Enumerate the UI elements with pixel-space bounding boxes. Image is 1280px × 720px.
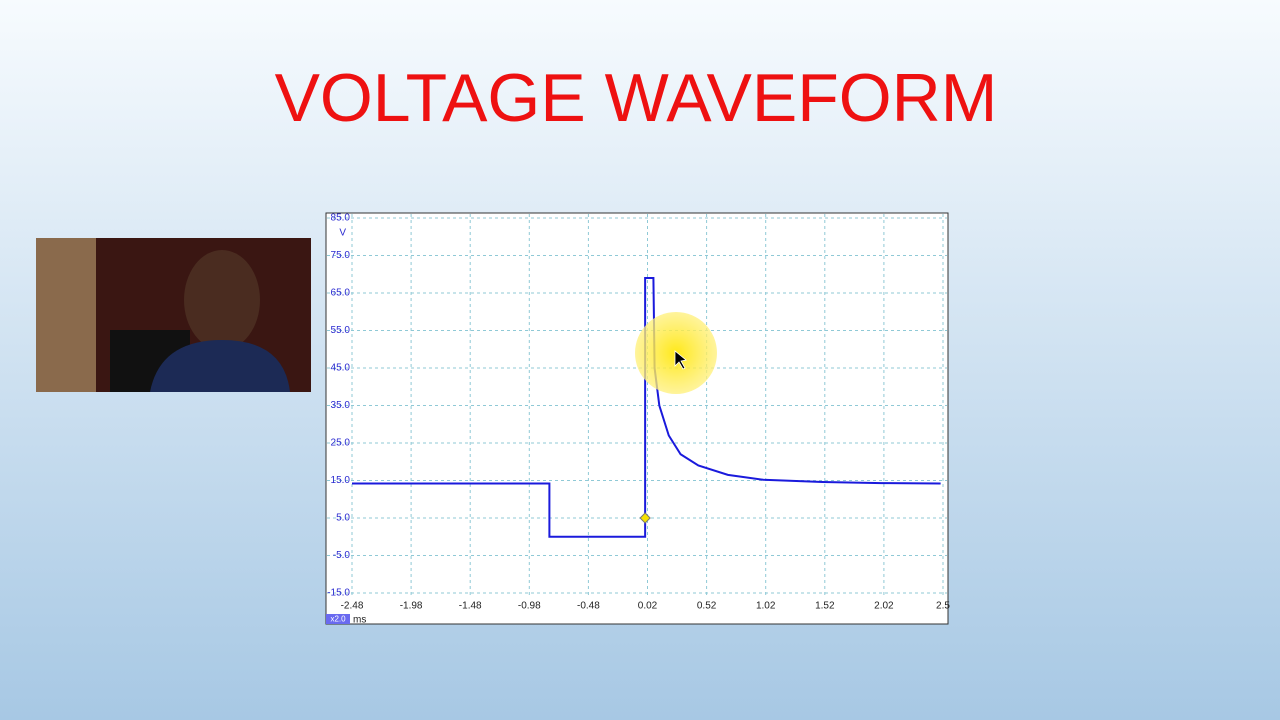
y-tick-label: -5.0: [333, 550, 351, 561]
x-tick-label: -1.48: [459, 601, 482, 612]
x-tick-label: 1.02: [756, 601, 776, 612]
trigger-marker: [639, 512, 651, 524]
x-tick-label: 2.02: [874, 601, 894, 612]
y-tick-label: 75.0: [331, 250, 351, 261]
y-tick-label: 65.0: [331, 288, 351, 299]
zoom-badge: [326, 614, 350, 624]
y-tick-label: 85.0: [331, 213, 351, 224]
x-tick-label: -1.98: [400, 601, 423, 612]
x-tick-label: 0.52: [697, 601, 717, 612]
scope-frame: [325, 212, 949, 625]
x-tick-label: -0.98: [518, 601, 541, 612]
y-tick-label: -15.0: [327, 588, 350, 599]
y-tick-label: 35.0: [331, 400, 351, 411]
plot: -15.0 -5.0 5.0 15.0 25.0 35.0 45.0 55.0 65.0 75.0…: [326, 213, 950, 626]
y-tick-label: 55.0: [331, 325, 351, 336]
x-tick-label: 1.52: [815, 601, 835, 612]
y-tick-label: 15.0: [331, 475, 351, 486]
y-tick-label: 45.0: [331, 363, 351, 374]
webcam: [36, 238, 311, 392]
x-tick-label: 2.5: [936, 601, 950, 612]
cursor: [674, 350, 687, 370]
y-tick-label: 25.0: [331, 438, 351, 449]
x-unit: ms: [353, 615, 366, 626]
x-tick-label: -0.48: [577, 601, 600, 612]
slide-title: VOLTAGE WAVEFORM: [275, 60, 998, 136]
zoom-label: x2.0: [330, 615, 346, 624]
y-tick-label: 5.0: [336, 513, 350, 524]
x-tick-label: 0.02: [638, 601, 658, 612]
waveform: [352, 277, 941, 538]
x-tick-label: -2.48: [341, 601, 364, 612]
y-unit: V: [339, 228, 346, 239]
